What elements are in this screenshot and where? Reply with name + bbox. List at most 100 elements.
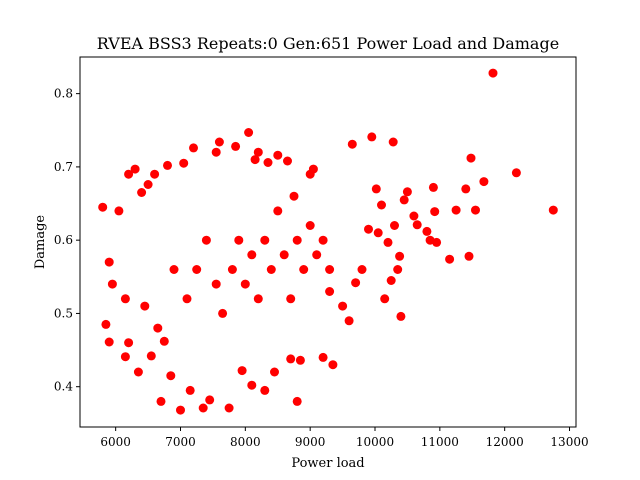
data-point — [299, 265, 309, 274]
data-point — [479, 177, 489, 187]
data-point — [198, 403, 208, 413]
data-point — [124, 338, 134, 348]
data-point — [153, 323, 163, 333]
data-point — [464, 251, 474, 261]
data-point — [156, 396, 166, 406]
data-point — [318, 352, 328, 362]
data-point — [247, 250, 257, 260]
data-point — [189, 143, 198, 153]
data-point — [260, 235, 270, 245]
data-point — [451, 205, 461, 215]
data-point — [192, 265, 202, 274]
data-point — [253, 147, 263, 157]
data-point — [344, 316, 354, 326]
data-point — [430, 207, 440, 217]
data-point — [253, 294, 263, 304]
data-point — [98, 202, 108, 212]
data-point — [305, 221, 315, 230]
x-axis-label: Power load — [291, 456, 364, 471]
data-point — [325, 287, 335, 296]
data-point — [211, 279, 221, 289]
x-tick-label: 13000 — [550, 435, 588, 449]
data-point — [351, 278, 361, 288]
data-point — [364, 224, 373, 234]
data-point — [260, 385, 270, 395]
y-axis-label: Damage — [33, 215, 48, 270]
data-point — [367, 132, 377, 142]
data-point — [289, 191, 299, 201]
data-point — [548, 205, 558, 215]
data-point — [422, 226, 432, 236]
data-point — [390, 221, 399, 230]
data-point — [130, 164, 140, 174]
data-point — [163, 160, 172, 170]
data-point — [273, 150, 283, 160]
data-point — [328, 360, 338, 370]
x-tick-label: 10000 — [356, 435, 394, 449]
y-axis: 0.4 0.5 0.6 0.7 0.8 — [54, 87, 80, 394]
y-tick-label: 0.6 — [54, 233, 73, 247]
data-point — [247, 380, 257, 390]
data-point — [279, 250, 289, 260]
x-tick-label: 7000 — [165, 435, 196, 449]
y-tick-label: 0.5 — [54, 306, 73, 320]
data-point — [466, 153, 476, 163]
data-point — [140, 301, 150, 311]
data-point — [133, 367, 143, 377]
data-point — [286, 354, 296, 364]
data-point — [292, 235, 302, 245]
data-point — [169, 265, 179, 274]
data-point — [395, 251, 405, 261]
data-point — [357, 265, 367, 274]
data-point — [388, 137, 398, 147]
plot-frame — [79, 56, 577, 428]
data-point — [250, 155, 260, 165]
points-layer — [98, 68, 558, 415]
x-tick-label: 11000 — [421, 435, 459, 449]
data-point — [159, 336, 169, 346]
data-point — [399, 195, 409, 205]
data-point — [396, 311, 406, 321]
data-point — [373, 228, 383, 238]
data-point — [107, 279, 117, 289]
data-point — [402, 187, 412, 197]
data-point — [347, 139, 357, 149]
data-point — [393, 265, 403, 274]
y-tick-label: 0.8 — [54, 87, 73, 101]
data-point — [377, 200, 386, 210]
data-point — [211, 147, 221, 157]
data-point — [412, 220, 422, 230]
data-point — [224, 403, 234, 413]
data-point — [286, 294, 296, 304]
data-point — [201, 235, 211, 245]
data-point — [120, 294, 130, 304]
data-point — [227, 265, 237, 274]
data-point — [409, 211, 419, 221]
data-point — [104, 337, 114, 347]
data-point — [120, 352, 130, 362]
data-point — [137, 188, 147, 197]
data-point — [244, 128, 254, 137]
data-point — [445, 254, 455, 264]
data-point — [124, 169, 134, 179]
data-point — [318, 235, 328, 245]
chart-title: RVEA BSS3 Repeats:0 Gen:651 Power Load a… — [97, 34, 559, 53]
data-point — [325, 265, 335, 274]
data-point — [338, 301, 348, 311]
y-tick-label: 0.7 — [54, 160, 73, 174]
data-point — [234, 235, 244, 245]
data-point — [205, 395, 215, 405]
data-point — [270, 367, 279, 377]
data-point — [371, 184, 381, 194]
data-point — [295, 355, 305, 365]
data-point — [214, 137, 224, 147]
data-point — [218, 308, 228, 318]
data-point — [292, 396, 302, 406]
data-point — [150, 169, 160, 179]
x-tick-label: 9000 — [295, 435, 326, 449]
data-point — [176, 405, 185, 415]
data-point — [114, 206, 124, 216]
x-axis: 6000 7000 8000 9000 10000 11000 12000 13000 — [100, 427, 589, 449]
data-point — [308, 164, 318, 174]
